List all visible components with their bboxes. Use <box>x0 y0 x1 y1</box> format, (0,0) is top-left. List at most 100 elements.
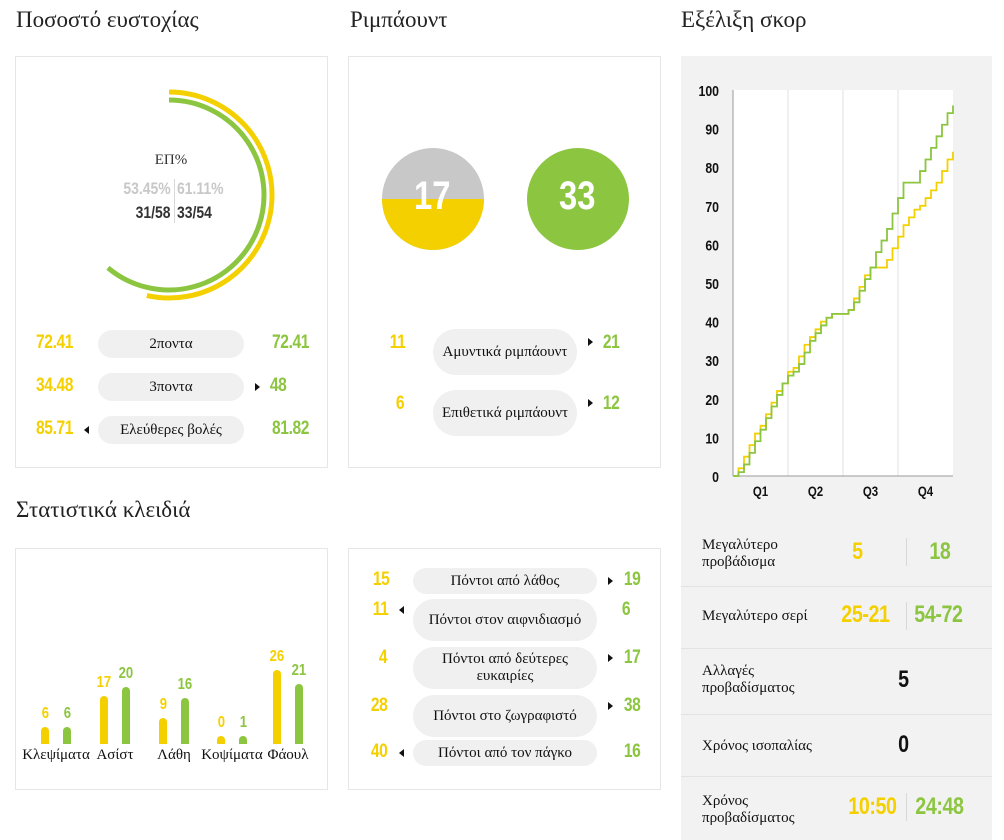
largest-lead-team-b: 18 <box>929 538 951 565</box>
category-label: Λάθη <box>157 747 191 763</box>
shooting-ring-chart <box>106 89 275 301</box>
summary-divider <box>681 648 992 649</box>
bar-value-label: 1 <box>239 714 247 731</box>
y-tick-label: 50 <box>705 276 719 292</box>
score-progress-panel: 0 10 20 30 40 50 60 70 80 90 100 Q1 Q2 Q3 Q4 Μεγαλύτερ… <box>681 56 992 840</box>
y-tick-label: 70 <box>705 199 719 215</box>
bar-team-b-4 <box>295 684 303 744</box>
team-a-ring <box>146 89 275 301</box>
arrow-left-icon <box>84 426 89 434</box>
bar-team-a-2 <box>159 718 167 744</box>
y-tick-label: 10 <box>705 430 719 446</box>
team-b-ring <box>106 97 267 293</box>
off-reb-team-a: 6 <box>395 393 405 414</box>
category-label: Κλεψίματα <box>22 747 90 763</box>
bar-team-b-0 <box>63 726 71 744</box>
pts-paint-team-b: 38 <box>623 695 641 716</box>
team-a-rebounds-total: 17 <box>413 174 451 218</box>
team-a-fg-pct: 53.45% <box>123 179 171 198</box>
bar-value-label: 17 <box>96 673 112 691</box>
pts-paint-label: Πόντοι στο ζωγραφιστό <box>413 695 597 737</box>
pts-turnover-team-b: 19 <box>623 569 641 590</box>
y-tick-label: 40 <box>705 314 719 330</box>
ft-team-a: 85.71 <box>36 418 73 439</box>
y-tick-label: 90 <box>705 121 719 137</box>
tied-time-label: Χρόνος ισοπαλίας <box>702 738 812 754</box>
pts-turnover-team-a: 15 <box>372 569 390 590</box>
arrow-left-icon <box>399 606 404 614</box>
summary-vdivider <box>906 538 907 566</box>
key-stats-chart: 6 6 Κλεψίματα 17 20 Ασίστ 9 16 Λάθη 0 1 Κοψίματα 26 2… <box>16 549 327 789</box>
fg-divider <box>174 179 175 223</box>
bar-value-label: 0 <box>217 714 225 731</box>
bar-team-a-4 <box>273 669 281 744</box>
lead-time-team-b: 24:48 <box>915 793 964 820</box>
arrow-right-icon <box>608 577 613 585</box>
arrow-right-icon <box>588 399 593 407</box>
x-tick-label: Q3 <box>863 483 878 499</box>
x-tick-label: Q1 <box>753 483 768 499</box>
y-tick-label: 30 <box>705 353 719 369</box>
arrow-right-icon <box>255 383 260 391</box>
y-tick-label: 0 <box>712 469 719 485</box>
two-pt-team-a: 72.41 <box>36 332 73 353</box>
pts-bench-label: Πόντοι από τον πάγκο <box>413 740 597 766</box>
bar-team-b-1 <box>122 687 130 744</box>
bar-value-label: 26 <box>269 647 285 665</box>
pts-bench-team-a: 40 <box>370 741 388 762</box>
score-progress-chart: 0 10 20 30 40 50 60 70 80 90 100 Q1 Q2 Q3 Q4 <box>698 83 954 499</box>
pts-fastbreak-label: Πόντοι στον αιφνιδιασμό <box>413 599 597 641</box>
off-reb-label: Επιθετικά ριμπάουντ <box>433 390 577 436</box>
points-panel: 15 Πόντοι από λάθος 19 11 Πόντοι στον αι… <box>348 548 661 790</box>
bar-value-label: 16 <box>177 676 193 694</box>
arrow-right-icon <box>608 702 613 710</box>
two-pt-label: 2ποντα <box>98 330 244 358</box>
ft-label: Ελεύθερες βολές <box>98 416 244 444</box>
pts-fastbreak-team-b: 6 <box>621 599 631 620</box>
key-stats-title: Στατιστικά κλειδιά <box>16 497 191 522</box>
lead-time-team-a: 10:50 <box>848 793 897 820</box>
arrow-right-icon <box>608 654 613 662</box>
lead-changes-label: Αλλαγές προβαδίσματος <box>702 663 795 696</box>
x-tick-label: Q2 <box>808 483 823 499</box>
bar-value-label: 6 <box>63 704 71 722</box>
y-tick-label: 80 <box>705 160 719 176</box>
category-label: Ασίστ <box>96 747 134 763</box>
pts-second-chance-team-a: 4 <box>378 647 388 668</box>
team-a-fg-made: 31/58 <box>136 203 171 222</box>
pts-second-chance-team-b: 17 <box>623 647 641 668</box>
bar-value-label: 20 <box>118 665 134 682</box>
bar-team-a-1 <box>100 695 108 744</box>
pts-second-chance-label: Πόντοι από δεύτερες ευκαιρίες <box>413 647 597 689</box>
bar-team-a-3 <box>217 736 225 744</box>
team-a-rebound-circle <box>382 148 484 250</box>
three-pt-team-b: 48 <box>269 375 287 396</box>
rebounds-panel: 17 33 11 Αμυντικά ριμπάουντ 21 6 Επιθετι… <box>348 56 661 468</box>
category-label: Κοψίματα <box>201 747 263 763</box>
pts-bench-team-b: 16 <box>623 741 641 762</box>
x-tick-label: Q4 <box>918 483 934 499</box>
y-tick-label: 100 <box>698 83 719 99</box>
largest-run-label: Μεγαλύτερο σερί <box>702 608 808 624</box>
def-reb-team-a: 11 <box>389 332 406 353</box>
lead-changes-value: 5 <box>898 666 909 693</box>
score-progress-title: Εξέλιξη σκορ <box>681 7 807 32</box>
largest-run-team-a: 25-21 <box>841 601 890 628</box>
pts-turnover-label: Πόντοι από λάθος <box>413 568 597 594</box>
category-label: Φάουλ <box>267 747 309 763</box>
shooting-title: Ποσοστό ευστοχίας <box>16 7 199 32</box>
rebounds-title: Ριμπάουντ <box>350 7 448 32</box>
def-reb-label: Αμυντικά ριμπάουντ <box>433 329 577 375</box>
largest-lead-label: Μεγαλύτερο προβάδισμα <box>702 537 778 570</box>
y-tick-label: 60 <box>705 237 719 253</box>
def-reb-team-b: 21 <box>602 332 620 353</box>
bar-value-label: 9 <box>159 696 167 714</box>
arrow-right-icon <box>588 338 593 346</box>
team-b-rebound-circle <box>527 148 629 250</box>
three-pt-team-a: 34.48 <box>36 375 73 396</box>
pts-paint-team-a: 28 <box>370 695 388 716</box>
team-b-fg-pct: 61.11% <box>177 179 224 198</box>
fg-pct-label: ΕΠ% <box>154 152 188 168</box>
two-pt-team-b: 72.41 <box>272 332 309 353</box>
off-reb-team-b: 12 <box>602 393 620 414</box>
